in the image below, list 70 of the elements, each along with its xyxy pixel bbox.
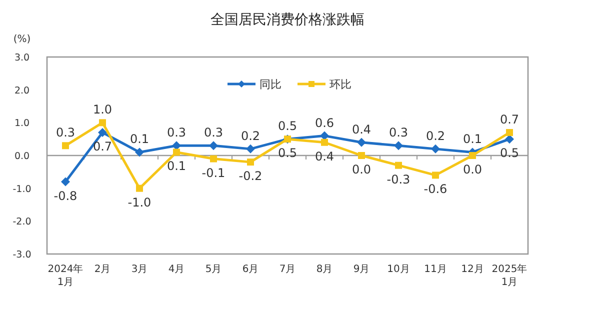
data-label: 0.5 <box>278 146 298 160</box>
legend-label: 同比 <box>260 78 282 91</box>
point <box>62 142 69 150</box>
category-label: 9月 <box>353 264 370 275</box>
data-label: 0.2 <box>240 128 260 143</box>
data-label: 1.0 <box>92 102 112 117</box>
y-tick-label: 0.0 <box>14 151 30 162</box>
data-label: 0.4 <box>314 149 334 164</box>
point <box>247 158 254 166</box>
category-label: 11月 <box>424 264 447 275</box>
category-label: 12月 <box>461 264 484 275</box>
point <box>506 129 513 136</box>
point <box>136 184 143 192</box>
point <box>209 141 218 150</box>
data-label: 0.5 <box>278 119 298 134</box>
category-label: 8月 <box>316 264 333 275</box>
data-label: -0.8 <box>54 188 78 203</box>
data-label: 0.7 <box>92 140 112 154</box>
data-label: 0.6 <box>314 116 334 130</box>
y-tick-label: -2.0 <box>12 216 32 228</box>
category-label: 4月 <box>168 264 185 275</box>
data-label: 0.7 <box>500 112 520 127</box>
point <box>61 177 70 186</box>
point <box>394 141 403 150</box>
category-label: 5月 <box>205 264 222 275</box>
category-label: 6月 <box>242 264 259 275</box>
point <box>99 119 106 126</box>
data-label: 0.2 <box>426 128 446 143</box>
data-label: 0.5 <box>500 146 520 160</box>
y-tick-label: 3.0 <box>14 52 30 64</box>
data-label: 0.3 <box>204 126 224 140</box>
y-tick-label: -3.0 <box>12 250 32 260</box>
data-label: 0.0 <box>352 162 372 176</box>
data-label: 0.0 <box>462 162 482 176</box>
point <box>395 162 402 169</box>
data-label: 0.1 <box>130 132 150 146</box>
data-label: 0.1 <box>166 159 186 174</box>
data-label: -0.6 <box>424 182 448 196</box>
point <box>98 128 107 138</box>
data-label: -0.1 <box>202 166 226 180</box>
category-label: 7月 <box>279 264 296 275</box>
data-label: 0.4 <box>352 122 372 136</box>
point <box>135 148 144 157</box>
point <box>358 152 365 159</box>
point <box>432 172 439 179</box>
point <box>173 148 180 156</box>
data-label: 0.3 <box>56 126 76 140</box>
legend-label: 环比 <box>330 78 352 91</box>
point <box>357 138 366 147</box>
category-label: 2月 <box>94 264 111 275</box>
point <box>210 155 217 162</box>
y-tick-label: 1.0 <box>14 118 30 130</box>
data-label: -0.3 <box>386 172 410 186</box>
category-label: 2024年 1月 <box>48 264 84 288</box>
point <box>469 152 476 159</box>
category-label: 10月 <box>387 264 410 275</box>
data-label: -0.2 <box>238 169 262 184</box>
data-label: 0.3 <box>166 126 186 140</box>
y-tick-label: -1.0 <box>12 184 32 195</box>
point <box>246 144 255 154</box>
data-label: 0.1 <box>462 132 482 146</box>
category-label: 2025年 1月 <box>492 264 528 288</box>
category-label: 3月 <box>131 264 148 275</box>
data-label: -1.0 <box>128 195 152 210</box>
point <box>431 144 440 154</box>
point <box>321 138 328 146</box>
y-tick-label: 2.0 <box>14 85 30 96</box>
chart-title: 全国居民消费价格涨跌幅 <box>210 12 364 28</box>
data-label: 0.3 <box>388 126 408 140</box>
y-axis-title: (%) <box>13 34 31 45</box>
